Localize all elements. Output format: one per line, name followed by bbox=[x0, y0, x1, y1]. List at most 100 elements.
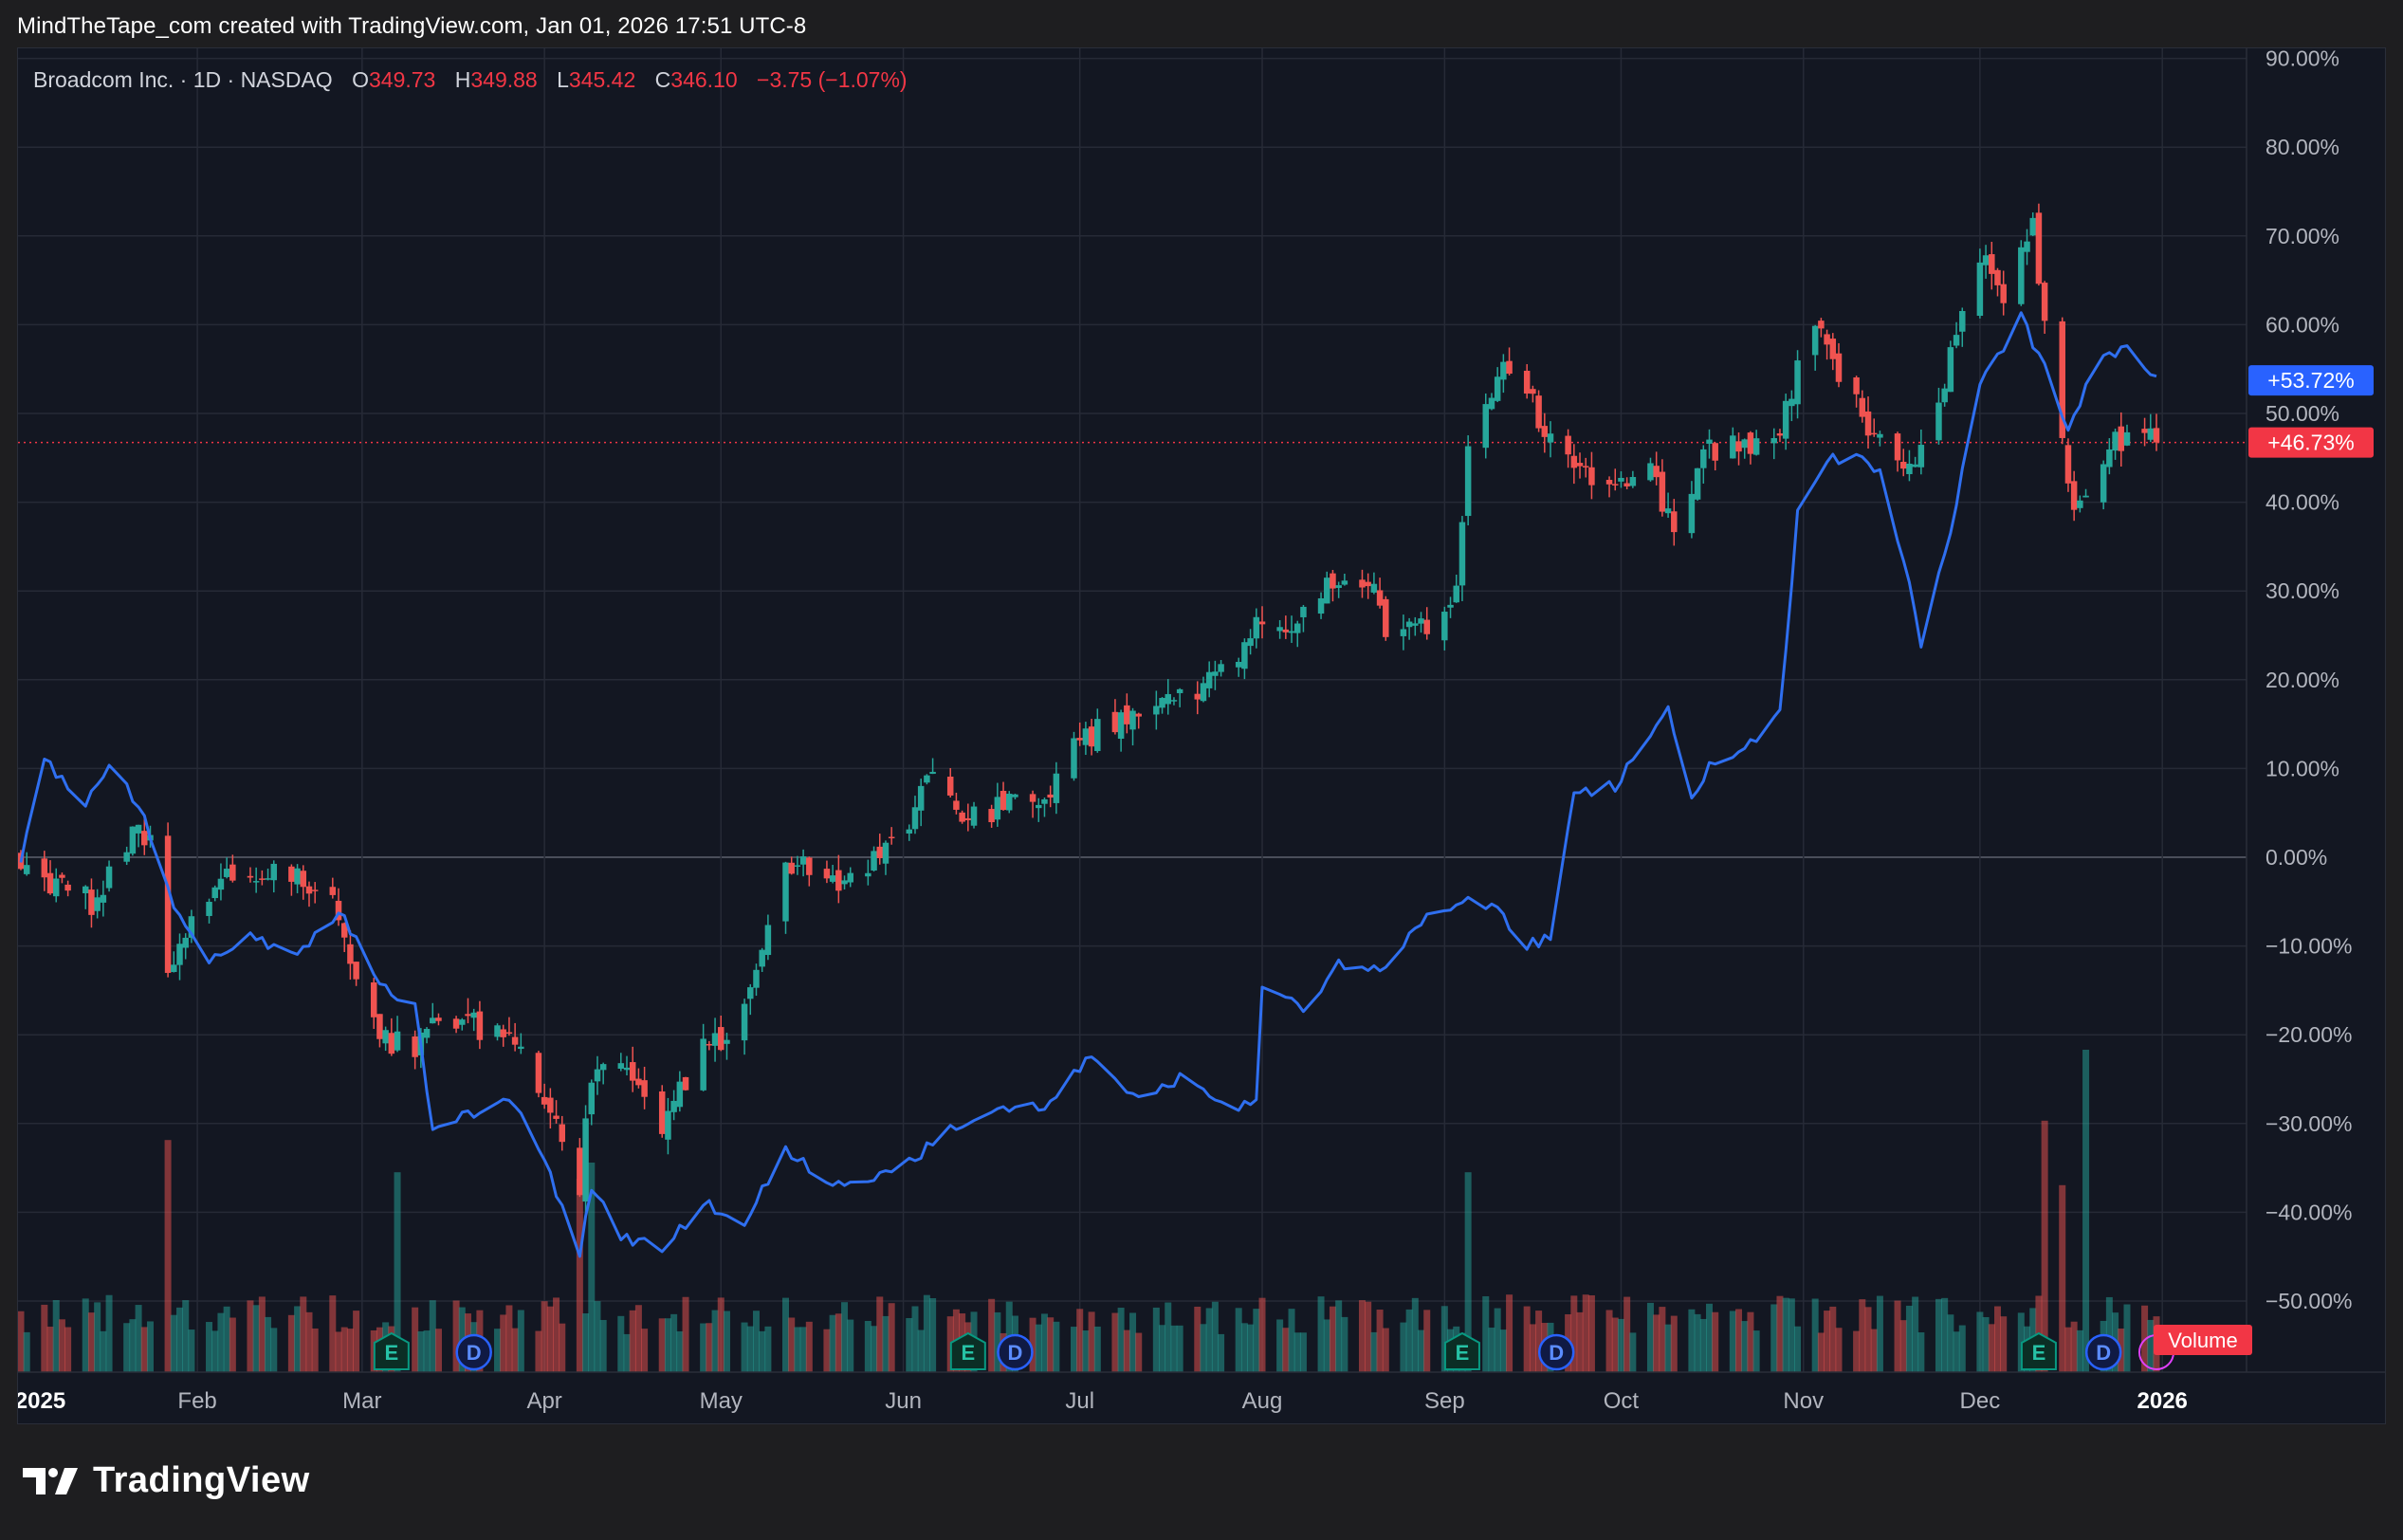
candle-body bbox=[2118, 426, 2125, 451]
volume-bar bbox=[1659, 1307, 1666, 1372]
volume-bar bbox=[582, 1312, 590, 1372]
earnings-marker[interactable]: E bbox=[2020, 1331, 2057, 1370]
candle-body bbox=[1664, 508, 1672, 514]
candle-body bbox=[641, 1080, 648, 1097]
volume-bar bbox=[1488, 1328, 1495, 1372]
volume-bar bbox=[1788, 1298, 1795, 1372]
volume-bar bbox=[1129, 1312, 1137, 1372]
candle-body bbox=[382, 1030, 389, 1044]
volume-bar bbox=[1205, 1308, 1213, 1372]
candle-body bbox=[459, 1019, 466, 1025]
low-value: 345.42 bbox=[568, 67, 636, 92]
candle-body bbox=[1782, 400, 1789, 439]
volume-bar bbox=[1411, 1297, 1419, 1372]
volume-bar bbox=[535, 1330, 542, 1372]
dividend-marker[interactable]: D bbox=[997, 1333, 1034, 1371]
x-tick-label: Dec bbox=[1960, 1388, 2001, 1414]
candle-body bbox=[470, 1012, 477, 1018]
volume-bar bbox=[594, 1301, 601, 1372]
volume-bar bbox=[1776, 1295, 1784, 1372]
dividend-marker[interactable]: D bbox=[2084, 1333, 2122, 1371]
volume-bar bbox=[1947, 1314, 1954, 1372]
candle-body bbox=[1300, 606, 1307, 617]
volume-bar bbox=[1853, 1330, 1861, 1372]
earnings-marker[interactable]: E bbox=[373, 1331, 410, 1370]
candle-body bbox=[1494, 376, 1501, 401]
dividend-marker-shape bbox=[997, 1333, 1034, 1371]
low-label: L bbox=[557, 67, 569, 92]
candle-body bbox=[1824, 334, 1830, 345]
candle-body bbox=[1176, 688, 1183, 693]
volume-bar bbox=[105, 1294, 113, 1372]
volume-bar bbox=[823, 1329, 831, 1372]
candle-body bbox=[970, 806, 978, 826]
dividend-marker[interactable]: D bbox=[1537, 1333, 1575, 1371]
volume-bar bbox=[58, 1319, 65, 1372]
candle-body bbox=[1953, 335, 1960, 346]
candle-body bbox=[300, 871, 307, 888]
candle-body bbox=[1135, 713, 1142, 717]
candle-body bbox=[1653, 466, 1660, 478]
candle-body bbox=[2082, 495, 2089, 498]
candle-body bbox=[1835, 353, 1843, 382]
candle-body bbox=[882, 842, 890, 864]
candle-body bbox=[94, 897, 101, 911]
earnings-marker-shape bbox=[949, 1331, 986, 1370]
chart-panel[interactable]: E D E D E D E D 90.00% 80.00% 70.00% 60.00% 50.00% 4… bbox=[17, 47, 2386, 1424]
volume-bar bbox=[629, 1310, 636, 1372]
volume-bar bbox=[340, 1327, 348, 1372]
volume-bar bbox=[1988, 1324, 1995, 1372]
candle-body bbox=[1629, 477, 1637, 486]
volume-bar bbox=[923, 1294, 930, 1372]
candle-body bbox=[1788, 398, 1795, 407]
candle-body bbox=[1194, 693, 1202, 700]
volume-bar bbox=[41, 1304, 48, 1372]
candle-body bbox=[906, 829, 913, 834]
candle-body bbox=[700, 1038, 706, 1091]
candle-body bbox=[988, 809, 995, 823]
candle-body bbox=[518, 1046, 524, 1050]
candle-body bbox=[1405, 621, 1413, 628]
candle-body bbox=[100, 894, 107, 903]
volume-bar bbox=[1247, 1324, 1255, 1372]
volume-bar bbox=[1165, 1302, 1172, 1372]
earnings-marker-shape bbox=[1443, 1331, 1480, 1370]
volume-bar bbox=[164, 1140, 172, 1372]
volume-bar bbox=[1953, 1331, 1960, 1372]
candle-body bbox=[2112, 431, 2119, 451]
candle-body bbox=[505, 1032, 513, 1035]
volume-bar bbox=[452, 1300, 460, 1372]
y-tick-label: 50.00% bbox=[2265, 401, 2339, 426]
candle-body bbox=[2018, 247, 2025, 304]
volume-bar bbox=[1694, 1313, 1701, 1372]
candle-body bbox=[829, 875, 836, 882]
volume-bar bbox=[1617, 1318, 1624, 1372]
candle-body bbox=[1423, 619, 1430, 634]
volume-bar bbox=[723, 1311, 730, 1372]
price-chart[interactable]: E D E D E D E D 90.00% 80.00% 70.00% 60.00% 50.00% 4… bbox=[18, 48, 2385, 1423]
candle-body bbox=[541, 1096, 548, 1105]
volume-bar bbox=[1400, 1322, 1407, 1372]
earnings-marker[interactable]: E bbox=[1443, 1331, 1480, 1370]
dividend-marker[interactable]: D bbox=[455, 1333, 492, 1371]
candle-body bbox=[1047, 794, 1054, 798]
volume-bar bbox=[135, 1305, 142, 1372]
candle-body bbox=[724, 1039, 730, 1044]
candle-body bbox=[1547, 433, 1554, 443]
volume-bar bbox=[1747, 1311, 1754, 1372]
earnings-marker[interactable]: E bbox=[949, 1331, 986, 1370]
candle-body bbox=[1941, 388, 1948, 403]
candle-body bbox=[1129, 710, 1136, 730]
volume-bar bbox=[988, 1298, 996, 1372]
tradingview-logo[interactable]: TradingView bbox=[21, 1460, 310, 1501]
candle-body bbox=[1453, 585, 1459, 603]
candle-body bbox=[265, 878, 271, 880]
volume-bar bbox=[1376, 1310, 1384, 1372]
volume-bar bbox=[1076, 1309, 1084, 1372]
volume-bar bbox=[847, 1319, 854, 1372]
change-value: −3.75 (−1.07%) bbox=[757, 67, 908, 92]
volume-bar bbox=[494, 1329, 502, 1372]
candle-body bbox=[211, 887, 218, 899]
y-tick-label: 70.00% bbox=[2265, 224, 2339, 248]
